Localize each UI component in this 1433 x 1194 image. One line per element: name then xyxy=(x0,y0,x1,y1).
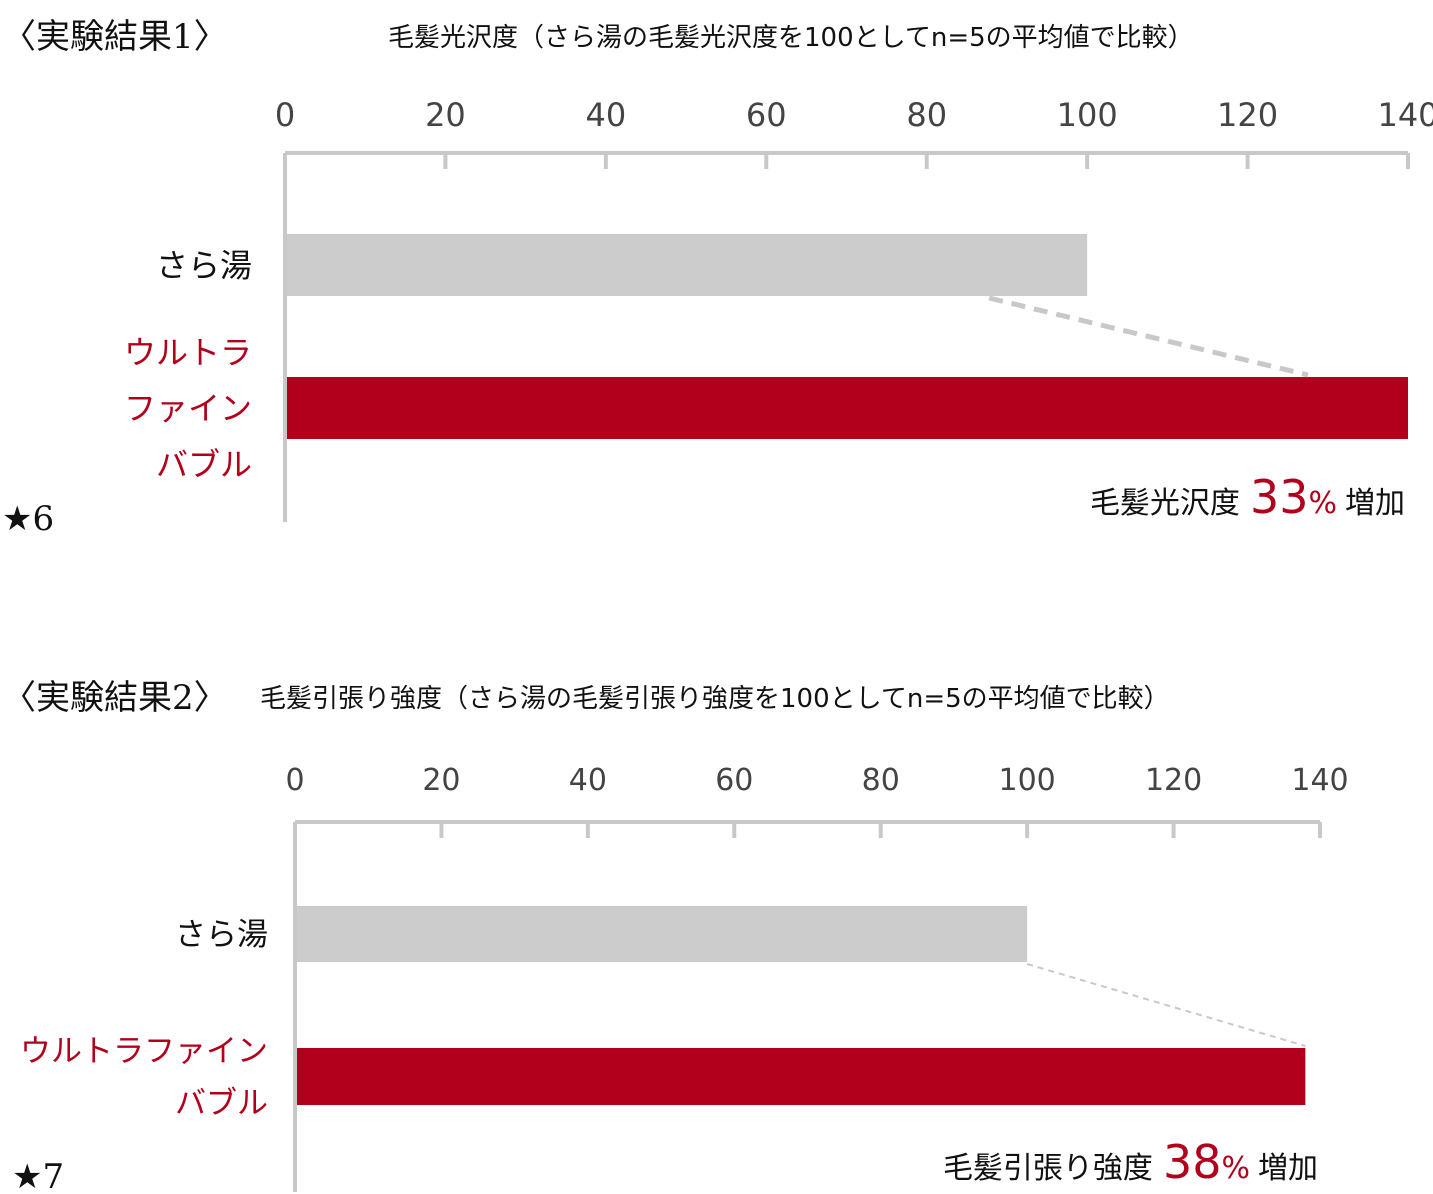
chart1-tick-label: 40 xyxy=(585,96,626,134)
chart2-tick-label: 100 xyxy=(999,763,1056,798)
chart1-category-label: バブル xyxy=(156,446,252,484)
chart2-tick-label: 60 xyxy=(715,763,753,798)
chart1-tick-label: 120 xyxy=(1217,96,1278,134)
chart1-result-suffix: 増加 xyxy=(1345,486,1405,521)
chart2-tick-label: 0 xyxy=(285,763,304,798)
chart1-category-label: さら湯 xyxy=(156,247,252,285)
chart1-result-label: 毛髪光沢度 xyxy=(1090,486,1240,521)
chart1-tick-label: 100 xyxy=(1057,96,1118,134)
chart2-tick-label: 120 xyxy=(1145,763,1202,798)
chart2-bar-ultrafine-bubble xyxy=(295,1048,1306,1105)
chart1-section-label: 〈実験結果1〉 xyxy=(2,17,228,57)
chart2-tick-label: 20 xyxy=(422,763,460,798)
chart2-bar-sarayu xyxy=(295,906,1028,962)
chart2-result-unit: % xyxy=(1221,1151,1250,1186)
chart1-result-value: 33 xyxy=(1250,470,1309,524)
chart1-tick-label: 20 xyxy=(425,96,466,134)
chart2-connector-line xyxy=(1026,963,1306,1047)
chart1-title: 毛髪光沢度（さら湯の毛髪光沢度を100としてn=5の平均値で比較） xyxy=(388,23,1194,53)
chart2-category-label: ウルトラファイン xyxy=(20,1034,268,1070)
chart1-category-label: ウルトラ xyxy=(124,334,252,372)
chart1-footnote: ★6 xyxy=(2,499,54,539)
chart1-tick-label: 60 xyxy=(746,96,787,134)
chart2-section-label: 〈実験結果2〉 xyxy=(2,678,228,718)
chart2-result-annotation: 毛髪引張り強度 38% 増加 xyxy=(943,1135,1318,1189)
chart2-title: 毛髪引張り強度（さら湯の毛髪引張り強度を100としてn=5の平均値で比較） xyxy=(260,684,1170,714)
chart2-result-label: 毛髪引張り強度 xyxy=(943,1151,1153,1186)
chart2-tick-label: 80 xyxy=(862,763,900,798)
chart1-connector-line xyxy=(988,295,1309,378)
chart2-result-value: 38 xyxy=(1163,1135,1222,1189)
chart1-tick-label: 0 xyxy=(275,96,295,134)
chart1-bar-sarayu xyxy=(285,234,1088,296)
chart1-result-annotation: 毛髪光沢度 33% 増加 xyxy=(1090,470,1405,524)
chart2-result-suffix: 増加 xyxy=(1258,1151,1318,1186)
chart1-tick-label: 80 xyxy=(906,96,947,134)
chart1-category-label: ファイン xyxy=(124,390,252,428)
chart2-footnote: ★7 xyxy=(12,1157,64,1194)
chart2-tick-label: 140 xyxy=(1291,763,1348,798)
chart1-result-unit: % xyxy=(1308,486,1337,521)
chart2-category-label: バブル xyxy=(175,1086,268,1122)
chart2-category-label: さら湯 xyxy=(175,917,268,953)
chart2-tick-label: 40 xyxy=(569,763,607,798)
chart1-tick-label: 140 xyxy=(1377,96,1433,134)
chart1-bar-ultrafine-bubble xyxy=(285,377,1408,439)
